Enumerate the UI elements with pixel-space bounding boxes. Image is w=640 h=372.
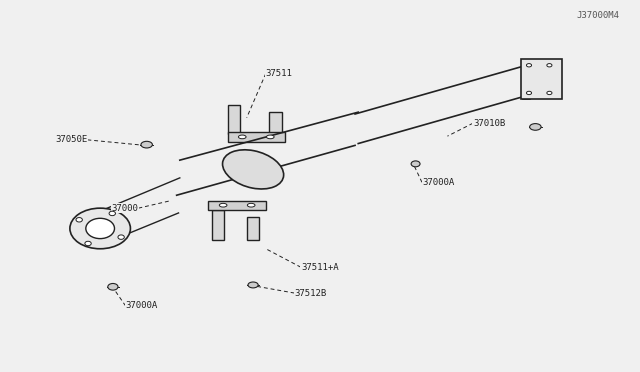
Ellipse shape	[118, 235, 124, 239]
Text: 37000A: 37000A	[422, 178, 454, 187]
FancyBboxPatch shape	[209, 201, 266, 210]
Ellipse shape	[266, 135, 274, 139]
FancyBboxPatch shape	[246, 217, 259, 240]
Ellipse shape	[70, 208, 131, 249]
FancyBboxPatch shape	[269, 112, 282, 134]
FancyBboxPatch shape	[523, 62, 531, 99]
Text: 37050E: 37050E	[55, 135, 88, 144]
FancyBboxPatch shape	[212, 210, 225, 240]
Text: 37511+A: 37511+A	[301, 263, 339, 272]
Ellipse shape	[86, 218, 115, 238]
Ellipse shape	[76, 218, 83, 222]
Ellipse shape	[547, 64, 552, 67]
Ellipse shape	[527, 91, 532, 94]
Text: 37000: 37000	[111, 203, 138, 213]
Ellipse shape	[85, 241, 92, 246]
FancyBboxPatch shape	[228, 105, 241, 134]
Text: 37000A: 37000A	[125, 301, 158, 311]
Ellipse shape	[411, 161, 420, 167]
Ellipse shape	[141, 141, 152, 148]
Ellipse shape	[239, 135, 246, 139]
Text: 37010B: 37010B	[473, 119, 505, 128]
FancyBboxPatch shape	[228, 132, 285, 142]
Ellipse shape	[109, 211, 115, 216]
Ellipse shape	[530, 124, 541, 130]
Ellipse shape	[223, 150, 284, 189]
Ellipse shape	[108, 283, 118, 290]
Ellipse shape	[527, 64, 532, 67]
Text: J37000M4: J37000M4	[577, 11, 620, 20]
FancyBboxPatch shape	[521, 59, 562, 99]
Ellipse shape	[547, 91, 552, 94]
Ellipse shape	[248, 282, 258, 288]
Text: 37512B: 37512B	[294, 289, 327, 298]
Text: 37511: 37511	[266, 69, 292, 78]
Ellipse shape	[247, 203, 255, 207]
Ellipse shape	[220, 203, 227, 207]
